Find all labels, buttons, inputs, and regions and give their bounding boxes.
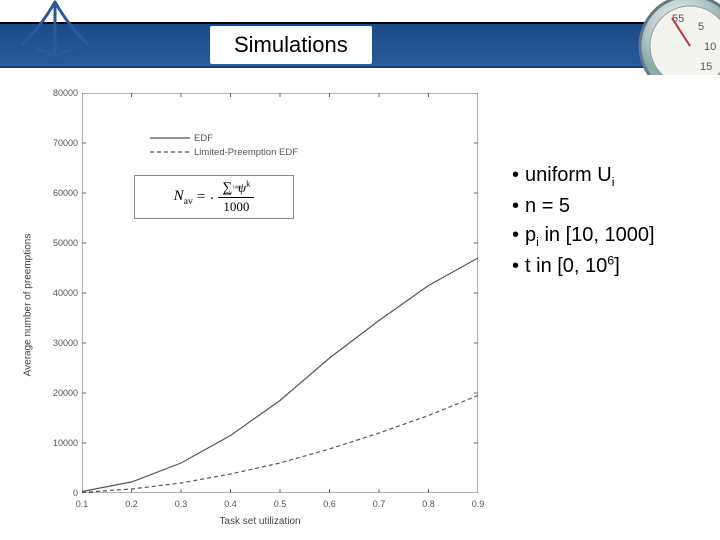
slide-title: Simulations <box>210 26 372 64</box>
bullet-item: •uniform Ui <box>512 161 655 192</box>
x-axis-label: Task set utilization <box>219 516 300 527</box>
svg-text:10: 10 <box>704 41 716 53</box>
legend-item: EDF <box>150 131 298 145</box>
y-axis-label: Average number of preemptions <box>23 234 34 377</box>
x-tick: 0.1 <box>76 499 89 509</box>
svg-text:15: 15 <box>700 61 712 73</box>
chart-legend: EDFLimited-Preemption EDF <box>150 131 298 159</box>
slide-body: Average number of preemptions Task set u… <box>0 75 720 540</box>
parameter-list: •uniform Ui•n = 5•pi in [10, 1000]•t in … <box>512 161 655 281</box>
bullet-item: •pi in [10, 1000] <box>512 221 655 252</box>
y-tick: 0 <box>34 488 78 498</box>
x-tick: 0.7 <box>373 499 386 509</box>
x-tick: 0.2 <box>125 499 138 509</box>
preemptions-chart: Average number of preemptions Task set u… <box>34 85 486 525</box>
bullet-item: •t in [0, 106] <box>512 252 655 281</box>
legend-item: Limited-Preemption EDF <box>150 145 298 159</box>
y-tick: 30000 <box>34 338 78 348</box>
y-tick: 10000 <box>34 438 78 448</box>
bullet-item: •n = 5 <box>512 192 655 221</box>
x-tick: 0.5 <box>274 499 287 509</box>
x-tick: 0.3 <box>175 499 188 509</box>
y-tick: 80000 <box>34 88 78 98</box>
y-tick: 70000 <box>34 138 78 148</box>
slide-header: Simulations 55 5 10 15 <box>0 0 720 75</box>
x-tick: 0.8 <box>422 499 435 509</box>
x-tick: 0.6 <box>323 499 336 509</box>
formula-box: Nav = · ∑1000k=1 ψk 1000 <box>134 175 294 219</box>
y-tick: 20000 <box>34 388 78 398</box>
svg-text:55: 55 <box>672 13 684 25</box>
svg-text:5: 5 <box>698 21 704 33</box>
x-tick: 0.9 <box>472 499 485 509</box>
x-tick: 0.4 <box>224 499 237 509</box>
y-tick: 60000 <box>34 188 78 198</box>
y-tick: 50000 <box>34 238 78 248</box>
logo-icon <box>10 0 100 68</box>
clock-decoration-icon: 55 5 10 15 <box>600 0 720 75</box>
y-tick: 40000 <box>34 288 78 298</box>
